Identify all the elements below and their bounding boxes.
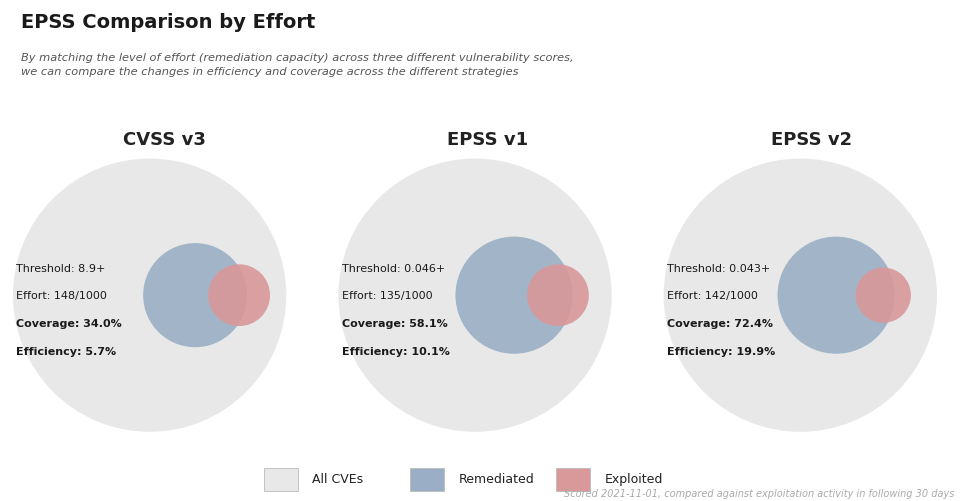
Text: Efficiency: 5.7%: Efficiency: 5.7% (17, 346, 116, 356)
Circle shape (339, 159, 612, 432)
Circle shape (664, 159, 937, 432)
Circle shape (143, 243, 247, 348)
Text: Exploited: Exploited (605, 472, 664, 485)
FancyBboxPatch shape (556, 468, 590, 491)
Circle shape (208, 265, 270, 327)
Text: By matching the level of effort (remediation capacity) across three different vu: By matching the level of effort (remedia… (21, 53, 574, 77)
Text: EPSS Comparison by Effort: EPSS Comparison by Effort (21, 13, 316, 32)
FancyBboxPatch shape (410, 468, 444, 491)
FancyBboxPatch shape (264, 468, 298, 491)
Text: All CVEs: All CVEs (312, 472, 363, 485)
Text: Effort: 148/1000: Effort: 148/1000 (17, 291, 107, 301)
Circle shape (527, 265, 589, 327)
Text: Scored 2021-11-01, compared against exploitation activity in following 30 days: Scored 2021-11-01, compared against expl… (564, 488, 955, 498)
Text: Coverage: 58.1%: Coverage: 58.1% (342, 318, 447, 328)
Text: Threshold: 0.046+: Threshold: 0.046+ (342, 263, 445, 273)
Text: Efficiency: 19.9%: Efficiency: 19.9% (667, 346, 775, 356)
Text: CVSS v3: CVSS v3 (123, 130, 205, 148)
Circle shape (778, 237, 895, 354)
Text: Coverage: 34.0%: Coverage: 34.0% (17, 318, 122, 328)
Text: Threshold: 0.043+: Threshold: 0.043+ (667, 263, 770, 273)
Circle shape (456, 237, 573, 354)
Text: EPSS v1: EPSS v1 (447, 130, 529, 148)
Text: Threshold: 8.9+: Threshold: 8.9+ (17, 263, 105, 273)
Text: Effort: 135/1000: Effort: 135/1000 (342, 291, 432, 301)
Text: Coverage: 72.4%: Coverage: 72.4% (667, 318, 773, 328)
Circle shape (856, 268, 911, 323)
Text: Remediated: Remediated (459, 472, 535, 485)
Circle shape (13, 159, 286, 432)
Text: Efficiency: 10.1%: Efficiency: 10.1% (342, 346, 450, 356)
Text: EPSS v2: EPSS v2 (771, 130, 853, 148)
Text: Effort: 142/1000: Effort: 142/1000 (667, 291, 757, 301)
